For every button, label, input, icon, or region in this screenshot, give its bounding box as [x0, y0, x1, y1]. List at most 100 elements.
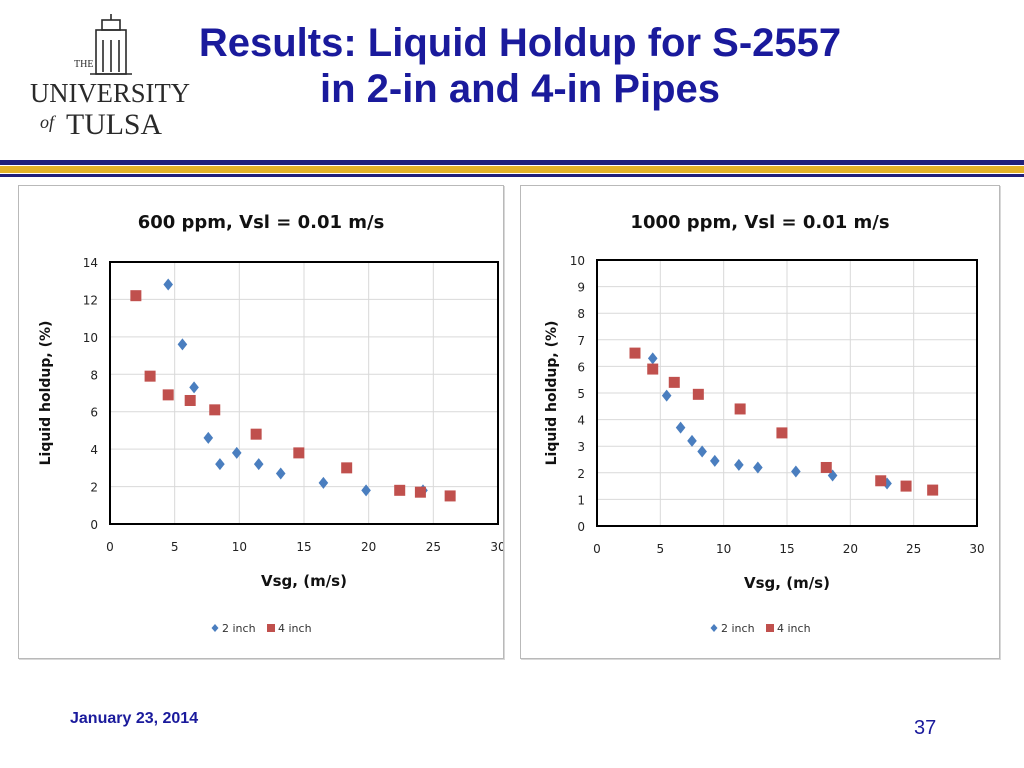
- data-point-2inch: [177, 338, 188, 351]
- legend-label-4inch: 4 inch: [777, 622, 811, 635]
- data-point-2inch: [710, 454, 720, 467]
- x-axis-label: Vsg, (m/s): [744, 574, 830, 592]
- data-point-2inch: [163, 278, 173, 291]
- logo-of: of: [40, 112, 57, 132]
- data-point-2inch: [675, 421, 686, 434]
- y-tick-label: 2: [577, 467, 585, 481]
- logo-the: THE: [74, 59, 93, 70]
- y-axis-label: Liquid holdup, (%): [544, 321, 560, 466]
- x-tick-label: 15: [779, 542, 794, 556]
- data-point-2inch: [697, 445, 707, 458]
- data-point-4inch: [209, 404, 221, 416]
- data-point-2inch: [215, 458, 225, 471]
- data-point-2inch: [647, 352, 658, 365]
- legend-marker-4inch: [267, 624, 275, 632]
- y-tick-label: 6: [90, 406, 98, 420]
- legend-marker-2inch: [211, 624, 219, 632]
- university-of-tulsa-logo: THE UNIVERSITY of TULSA: [30, 14, 190, 141]
- logo-tulsa: TULSA: [66, 108, 162, 141]
- data-point-2inch: [791, 465, 801, 478]
- x-axis-label: Vsg, (m/s): [261, 572, 347, 590]
- y-tick-label: 10: [83, 331, 98, 345]
- x-tick-label: 25: [906, 542, 921, 556]
- x-tick-label: 10: [716, 542, 731, 556]
- data-point-4inch: [130, 290, 142, 302]
- footer-date: January 23, 2014: [70, 710, 199, 727]
- data-point-4inch: [414, 486, 426, 498]
- chart-title: 1000 ppm, Vsl = 0.01 m/s: [630, 212, 889, 233]
- y-tick-label: 1: [577, 493, 585, 507]
- data-point-2inch: [203, 431, 214, 444]
- x-tick-label: 30: [490, 540, 503, 554]
- page-number: 37: [914, 717, 937, 739]
- data-point-4inch: [162, 389, 174, 401]
- legend-marker-2inch: [710, 624, 718, 632]
- y-tick-label: 9: [577, 281, 585, 295]
- legend-label-4inch: 4 inch: [278, 622, 312, 635]
- data-point-2inch: [318, 476, 329, 489]
- y-tick-label: 6: [577, 360, 585, 374]
- data-point-4inch: [875, 475, 887, 487]
- data-point-4inch: [820, 461, 832, 473]
- legend-label-2inch: 2 inch: [222, 622, 256, 635]
- data-point-4inch: [293, 447, 305, 459]
- data-point-4inch: [394, 484, 406, 496]
- header-rule-navy-thin: [0, 174, 1024, 177]
- header-rule-navy: [0, 160, 1024, 165]
- legend-label-2inch: 2 inch: [721, 622, 755, 635]
- data-point-4inch: [444, 490, 456, 502]
- data-point-4inch: [900, 480, 912, 492]
- data-point-4inch: [776, 427, 788, 439]
- data-point-2inch: [253, 458, 264, 471]
- chart-title: 600 ppm, Vsl = 0.01 m/s: [138, 212, 385, 233]
- slide-title: Results: Liquid Holdup for S-2557 in 2-i…: [150, 20, 890, 112]
- data-point-2inch: [361, 484, 371, 497]
- tower-icon: [90, 14, 132, 75]
- y-tick-label: 5: [577, 387, 585, 401]
- plot-frame: [596, 259, 978, 527]
- data-point-4inch: [927, 484, 939, 496]
- data-point-2inch: [189, 381, 199, 394]
- title-line-2: in 2-in and 4-in Pipes: [319, 67, 721, 111]
- data-point-4inch: [341, 462, 353, 474]
- y-tick-label: 0: [577, 520, 585, 534]
- plot-frame: [109, 261, 499, 525]
- x-tick-label: 20: [843, 542, 858, 556]
- data-point-4inch: [668, 376, 680, 388]
- data-point-2inch: [687, 434, 697, 447]
- chart-panel-1000ppm: 1000 ppm, Vsl = 0.01 m/s 0 1 2 3 4 5 6 7 8 9 10 0 5 10…: [520, 185, 1000, 659]
- y-tick-label: 8: [577, 307, 585, 321]
- data-point-4inch: [629, 347, 641, 359]
- data-point-2inch: [275, 467, 286, 480]
- data-point-2inch: [231, 446, 242, 459]
- x-tick-label: 20: [361, 540, 376, 554]
- x-tick-label: 0: [593, 542, 601, 556]
- y-tick-label: 4: [577, 414, 585, 428]
- x-tick-label: 5: [171, 540, 179, 554]
- data-point-2inch: [661, 389, 672, 402]
- x-tick-label: 10: [232, 540, 247, 554]
- title-line-1: Results: Liquid Holdup for S-2557: [198, 21, 842, 65]
- y-tick-label: 8: [90, 368, 98, 382]
- y-tick-label: 10: [570, 254, 585, 268]
- logo-university: UNIVERSITY: [30, 78, 190, 108]
- y-tick-label: 7: [577, 334, 585, 348]
- chart-600ppm: 600 ppm, Vsl = 0.01 m/s 0 2 4 6 8 10 12 14 0 5 10 15…: [38, 212, 503, 635]
- legend-marker-4inch: [766, 624, 774, 632]
- x-tick-label: 15: [296, 540, 311, 554]
- y-tick-label: 12: [83, 293, 98, 307]
- x-tick-label: 25: [426, 540, 441, 554]
- chart-1000ppm: 1000 ppm, Vsl = 0.01 m/s 0 1 2 3 4 5 6 7 8 9 10 0 5 10…: [544, 212, 985, 635]
- x-tick-label: 30: [969, 542, 984, 556]
- chart-panel-600ppm: 600 ppm, Vsl = 0.01 m/s 0 2 4 6 8 10 12 14 0 5 10 15…: [18, 185, 504, 659]
- y-tick-label: 4: [90, 443, 98, 457]
- data-point-2inch: [734, 458, 744, 471]
- x-tick-label: 5: [657, 542, 665, 556]
- y-tick-label: 0: [90, 518, 98, 532]
- data-point-4inch: [692, 388, 704, 400]
- data-point-4inch: [734, 403, 746, 415]
- y-tick-label: 14: [83, 256, 98, 270]
- y-axis-label: Liquid holdup, (%): [38, 321, 54, 466]
- y-tick-label: 2: [90, 481, 98, 495]
- y-tick-label: 3: [577, 440, 585, 454]
